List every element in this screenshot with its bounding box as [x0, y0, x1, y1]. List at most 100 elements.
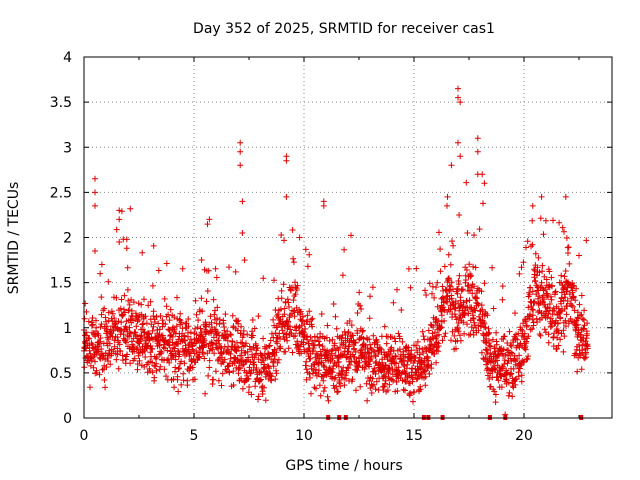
data-point	[339, 272, 346, 279]
data-point	[529, 217, 536, 224]
data-point	[92, 358, 98, 365]
data-point	[316, 341, 323, 348]
data-point	[394, 286, 400, 293]
data-point	[583, 354, 589, 361]
data-point	[400, 357, 407, 364]
data-point	[237, 139, 244, 146]
data-point	[419, 328, 426, 335]
data-point	[194, 324, 201, 331]
data-point	[221, 356, 228, 363]
data-point	[413, 265, 420, 272]
data-point	[150, 308, 157, 315]
data-point	[499, 283, 506, 290]
data-point	[126, 333, 133, 340]
data-point	[395, 330, 402, 337]
x-tick-label: 15	[405, 428, 423, 444]
data-point	[130, 343, 137, 350]
data-point	[445, 251, 452, 258]
data-point	[96, 338, 103, 345]
data-point	[555, 329, 562, 336]
x-tick-label: 5	[190, 428, 199, 444]
data-point	[126, 324, 133, 331]
data-point	[267, 337, 274, 344]
data-point	[457, 337, 464, 344]
data-point	[150, 323, 157, 330]
data-point	[482, 324, 489, 331]
data-point	[447, 306, 454, 313]
data-point	[92, 175, 98, 182]
data-point	[507, 371, 514, 378]
data-point	[111, 315, 118, 322]
data-point	[525, 353, 532, 360]
data-point	[388, 344, 395, 351]
data-point	[535, 287, 542, 294]
data-point	[215, 356, 222, 363]
data-point	[132, 332, 139, 338]
data-point	[442, 330, 449, 337]
data-point	[178, 381, 185, 388]
data-point	[574, 309, 581, 316]
data-point	[116, 207, 123, 214]
data-point	[389, 334, 395, 341]
data-point	[246, 384, 253, 390]
data-point	[577, 312, 583, 319]
data-point	[555, 342, 562, 349]
data-point	[147, 342, 154, 349]
data-point	[525, 304, 532, 311]
data-point	[529, 241, 536, 248]
data-point	[211, 311, 218, 318]
data-point	[494, 357, 501, 364]
data-point	[163, 303, 170, 310]
data-point	[92, 202, 98, 209]
data-point	[347, 361, 353, 368]
data-point	[290, 297, 297, 304]
data-point	[467, 273, 474, 280]
data-point	[562, 268, 569, 274]
data-point	[333, 325, 340, 332]
data-point	[195, 317, 202, 324]
data-point	[107, 361, 114, 368]
data-point	[212, 307, 218, 314]
data-point	[122, 323, 129, 330]
data-point	[304, 333, 311, 340]
data-point	[229, 312, 236, 319]
data-point	[545, 339, 552, 346]
data-point	[124, 286, 131, 293]
data-point	[302, 325, 309, 332]
data-point	[481, 180, 488, 187]
data-point	[552, 288, 559, 295]
data-point	[581, 317, 587, 323]
data-point	[345, 348, 352, 355]
data-point	[222, 311, 229, 318]
data-point	[240, 327, 247, 334]
data-point	[169, 333, 176, 340]
data-point	[164, 347, 171, 354]
data-point	[103, 318, 109, 325]
data-point	[200, 335, 207, 342]
data-point	[96, 371, 103, 378]
data-point	[438, 312, 445, 319]
data-point	[345, 329, 352, 335]
data-point	[523, 244, 529, 251]
data-point	[350, 332, 356, 339]
data-point	[445, 275, 452, 282]
data-point	[303, 366, 310, 373]
data-point	[167, 333, 174, 339]
data-point	[182, 337, 188, 344]
data-point	[198, 295, 205, 302]
data-point	[162, 321, 169, 328]
data-point	[132, 310, 139, 317]
data-point	[551, 308, 558, 314]
data-point	[537, 215, 544, 222]
data-point	[320, 377, 327, 384]
data-point	[464, 321, 470, 328]
data-point	[200, 351, 207, 357]
data-point	[313, 385, 319, 392]
data-point	[461, 330, 468, 337]
data-point	[450, 301, 457, 308]
data-point	[554, 345, 560, 352]
data-point	[193, 348, 200, 354]
data-point	[520, 259, 527, 266]
data-point	[210, 296, 217, 303]
data-point	[345, 365, 352, 372]
